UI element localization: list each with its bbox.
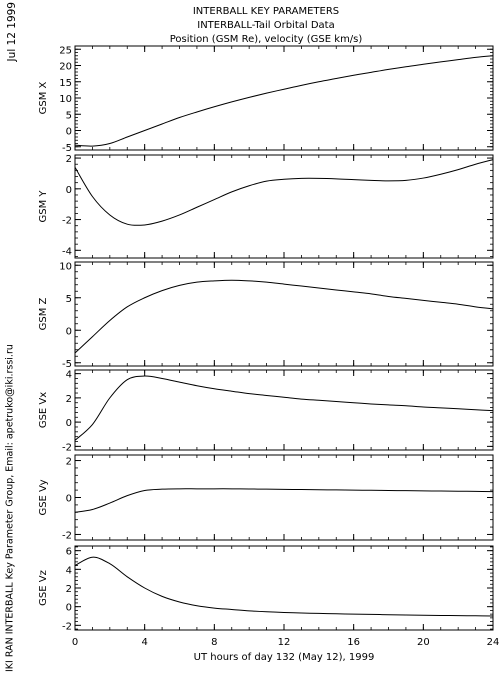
panel-frame [74,369,494,451]
y-tick-label: -5 [62,359,72,370]
panel-1: -5 0 5 10 15 20 25 GSM X [38,45,494,154]
panel-3: -5 0 5 10 GSM Z [38,261,494,370]
y-tick-label: 2 [66,394,72,405]
y-tick-label: 0 [66,418,72,429]
y-tick-label: 0 [66,185,72,196]
x-tick-label: 24 [487,637,500,648]
y-tick-label: 4 [66,370,72,381]
panel-6: -2 0 2 4 6 GSE Vz [38,545,494,632]
series-line-gse-vy [74,488,494,513]
x-axis-label: UT hours of day 132 (May 12), 1999 [194,652,375,663]
y-tick-label: 0 [66,603,72,614]
y-tick-label: 0 [66,326,72,337]
y-axis-label: GSE Vy [38,479,49,515]
series-line-gsm-x [74,55,494,147]
y-tick-label: -4 [62,246,72,257]
title-line-1: INTERBALL KEY PARAMETERS [193,6,339,17]
series-line-gsm-y [74,159,494,226]
panel-frame [74,261,494,367]
panel-frame [74,154,494,259]
y-tick-label: 10 [59,94,72,105]
panel-2: -4 -2 0 2 GSM Y [38,154,494,259]
y-tick-label: 6 [66,547,72,558]
y-axis-label: GSM Y [38,190,49,223]
y-tick-label: -2 [62,442,72,453]
y-tick-label: -5 [62,143,72,154]
y-tick-label: 10 [59,261,72,272]
y-tick-label: 20 [59,62,72,73]
y-axis-label: GSM X [38,81,49,114]
y-tick-label: 0 [66,127,72,138]
y-tick-label: 25 [59,45,72,56]
credit-label: IKI RAN INTERBALL Key Parameter Group, E… [5,344,16,672]
series-line-gsm-z [74,279,494,354]
x-tick-label: 0 [72,637,78,648]
panel-frame [74,454,494,541]
y-tick-label: 2 [66,457,72,468]
y-axis-label: GSE Vx [38,392,49,428]
y-tick-label: -2 [62,216,72,227]
panel-4: -2 0 2 4 GSE Vx [38,369,494,453]
y-tick-label: 2 [66,154,72,165]
y-tick-label: 2 [66,584,72,595]
x-tick-label: 20 [417,637,430,648]
y-tick-label: 5 [66,110,72,121]
title-line-3: Position (GSM Re), velocity (GSE km/s) [170,34,363,45]
date-label: Jul 12 1999 [6,2,18,62]
x-tick-label: 16 [347,637,360,648]
panel-frame [74,545,494,631]
series-line-gse-vz [74,556,494,617]
x-tick-label: 12 [278,637,291,648]
y-axis-label: GSE Vz [38,570,49,606]
x-tick-label: 4 [141,637,147,648]
series-line-gse-vx [74,375,494,441]
title-line-2: INTERBALL-Tail Orbital Data [197,20,334,31]
y-axis-label: GSM Z [38,297,49,330]
panel-frame [74,45,494,151]
y-tick-label: 5 [66,294,72,305]
y-tick-label: 0 [66,494,72,505]
y-tick-label: -2 [62,530,72,541]
x-tick-label: 8 [211,637,217,648]
panel-5: -2 0 2 GSE Vy [38,454,494,541]
y-tick-label: -2 [62,621,72,632]
y-tick-label: 4 [66,565,72,576]
y-tick-label: 15 [59,78,72,89]
